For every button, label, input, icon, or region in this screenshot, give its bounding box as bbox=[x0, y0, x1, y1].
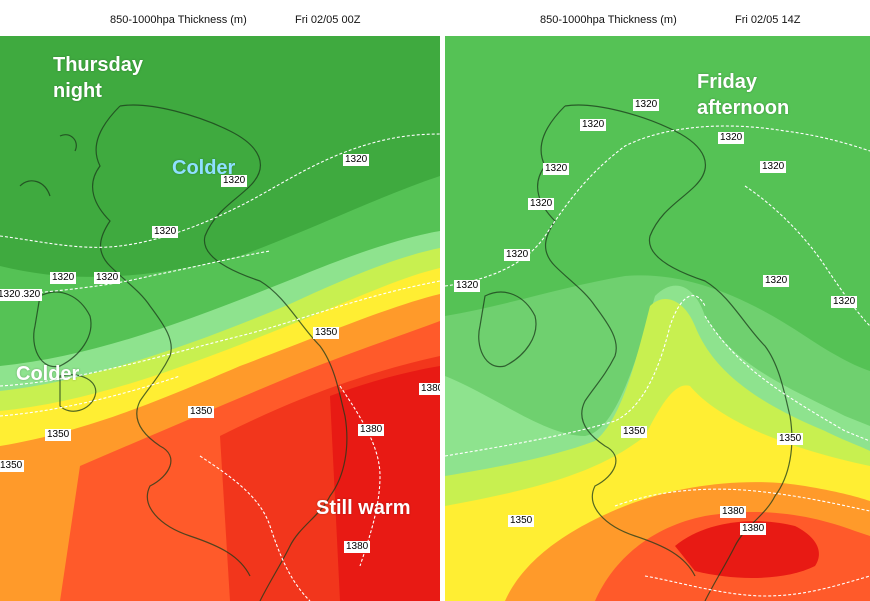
contour-label: 1320 bbox=[543, 163, 570, 175]
contour-label: 1380 bbox=[358, 424, 385, 436]
annotation-friday: Friday bbox=[697, 71, 758, 93]
contour-lines bbox=[0, 133, 440, 601]
contour-label: 1320 bbox=[831, 296, 858, 308]
contour-label: 1320 bbox=[152, 226, 179, 238]
contour-label: 1380 bbox=[740, 523, 767, 535]
contour-label: 1320 bbox=[50, 272, 77, 284]
thickness-map-left bbox=[0, 36, 440, 601]
contour-label: 1320 bbox=[16, 289, 43, 301]
panel-title-label: 850-1000hpa Thickness (m) bbox=[110, 14, 247, 26]
panel-title-label: 850-1000hpa Thickness (m) bbox=[540, 14, 677, 26]
contour-label: 1320 bbox=[454, 280, 481, 292]
contour-label: 1320 bbox=[221, 175, 248, 187]
contour-label: 1350 bbox=[508, 515, 535, 527]
annotation-thursday: Thursday bbox=[53, 54, 144, 76]
contour-label: 1380 bbox=[720, 506, 747, 518]
coastline bbox=[478, 104, 793, 601]
annotation-still-warm: Still warm bbox=[316, 497, 411, 519]
panel-title-time: Fri 02/05 00Z bbox=[295, 14, 361, 26]
thickness-map-right bbox=[445, 36, 870, 601]
annotation-night: night bbox=[53, 80, 102, 102]
contour-label: 1350 bbox=[777, 433, 804, 445]
panel-title-time: Fri 02/05 14Z bbox=[735, 14, 801, 26]
contour-label: 1320 bbox=[0, 289, 23, 301]
contour-label: 1320 bbox=[528, 198, 555, 210]
contour-label: 1320 bbox=[760, 161, 787, 173]
map-panel-thursday-night: 850-1000hpa Thickness (m) Fri 02/05 00Z bbox=[0, 14, 440, 601]
contour-label: 1320 bbox=[633, 99, 660, 111]
annotation-colder-top: Colder bbox=[172, 157, 236, 179]
contour-label: 1320 bbox=[580, 119, 607, 131]
contour-label: 1380 bbox=[344, 541, 371, 553]
contour-label: 1350 bbox=[0, 460, 25, 472]
contour-label: 1350 bbox=[188, 406, 215, 418]
contour-label: 1320 bbox=[343, 154, 370, 166]
contour-label: 1320 bbox=[94, 272, 121, 284]
contour-label: 1320 bbox=[504, 249, 531, 261]
contour-label: 1380 bbox=[419, 383, 440, 395]
contour-label: 1320 bbox=[763, 275, 790, 287]
annotation-colder-left: Colder bbox=[16, 363, 80, 385]
contour-label: 1350 bbox=[621, 426, 648, 438]
contour-label: 1350 bbox=[45, 429, 72, 441]
contour-label: 1320 bbox=[718, 132, 745, 144]
annotation-afternoon: afternoon bbox=[697, 97, 790, 119]
map-panel-friday-afternoon: 850-1000hpa Thickness (m) Fri 02/05 14Z … bbox=[445, 0, 870, 601]
contour-label: 1350 bbox=[313, 327, 340, 339]
panel-divider bbox=[441, 0, 444, 601]
coastline bbox=[19, 104, 348, 601]
